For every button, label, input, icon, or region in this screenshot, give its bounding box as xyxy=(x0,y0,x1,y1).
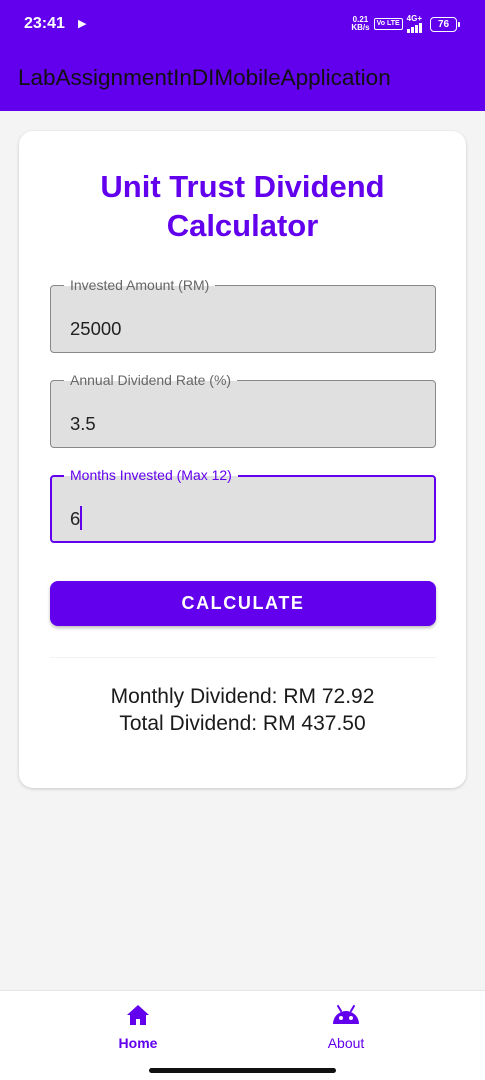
title-line-1: Unit Trust Dividend xyxy=(100,169,385,204)
status-time: 23:41 xyxy=(24,15,65,32)
text-cursor xyxy=(80,506,82,530)
months-invested-field[interactable]: Months Invested (Max 12) xyxy=(50,467,436,543)
invested-amount-label: Invested Amount (RM) xyxy=(64,277,216,293)
app-bar: LabAssignmentInDIMobileApplication xyxy=(0,48,485,111)
signal-icon: 4G+ xyxy=(406,14,422,33)
status-indicators: 0.21 KB/s Vo LTE 4G+ 76 xyxy=(351,14,460,34)
net-speed-indicator: 0.21 KB/s xyxy=(351,16,369,32)
battery-level: 76 xyxy=(437,18,450,30)
monthly-dividend-result: Monthly Dividend: RM 72.92 xyxy=(110,685,375,708)
months-invested-label: Months Invested (Max 12) xyxy=(64,467,238,483)
invested-amount-field[interactable]: Invested Amount (RM) xyxy=(50,277,436,353)
total-dividend-result: Total Dividend: RM 437.50 xyxy=(119,712,366,735)
dividend-rate-input[interactable] xyxy=(70,413,410,435)
gesture-bar[interactable] xyxy=(149,1068,336,1073)
play-icon: ▶ xyxy=(78,18,87,30)
net-speed-value: 0.21 xyxy=(352,15,369,24)
signal-bars xyxy=(406,23,422,33)
status-bar: 23:41 ▶ 0.21 KB/s Vo LTE 4G+ 76 xyxy=(0,0,485,48)
title-line-2: Calculator xyxy=(166,208,319,243)
net-speed-unit: KB/s xyxy=(351,23,370,32)
months-invested-input[interactable] xyxy=(70,508,410,530)
home-icon xyxy=(127,1005,149,1025)
battery-icon: 76 xyxy=(430,16,460,32)
invested-amount-input[interactable] xyxy=(70,318,410,340)
page-title: Unit Trust Dividend Calculator xyxy=(19,167,466,245)
app-title: LabAssignmentInDIMobileApplication xyxy=(18,65,391,90)
dividend-rate-label: Annual Dividend Rate (%) xyxy=(64,372,238,388)
calculator-card: Unit Trust Dividend Calculator Invested … xyxy=(19,131,466,788)
volte-icon: Vo LTE xyxy=(373,18,403,30)
calculate-button[interactable]: CALCULATE xyxy=(50,581,436,626)
network-type: 4G+ xyxy=(406,14,422,23)
dividend-rate-field[interactable]: Annual Dividend Rate (%) xyxy=(50,372,436,448)
nav-label-home: Home xyxy=(118,1035,158,1051)
nav-label-about: About xyxy=(327,1035,365,1051)
nav-item-about[interactable]: About xyxy=(286,1004,406,1051)
divider xyxy=(50,657,436,658)
android-icon xyxy=(333,1005,359,1024)
nav-item-home[interactable]: Home xyxy=(78,1004,198,1051)
bottom-navigation: Home About xyxy=(0,990,485,1080)
